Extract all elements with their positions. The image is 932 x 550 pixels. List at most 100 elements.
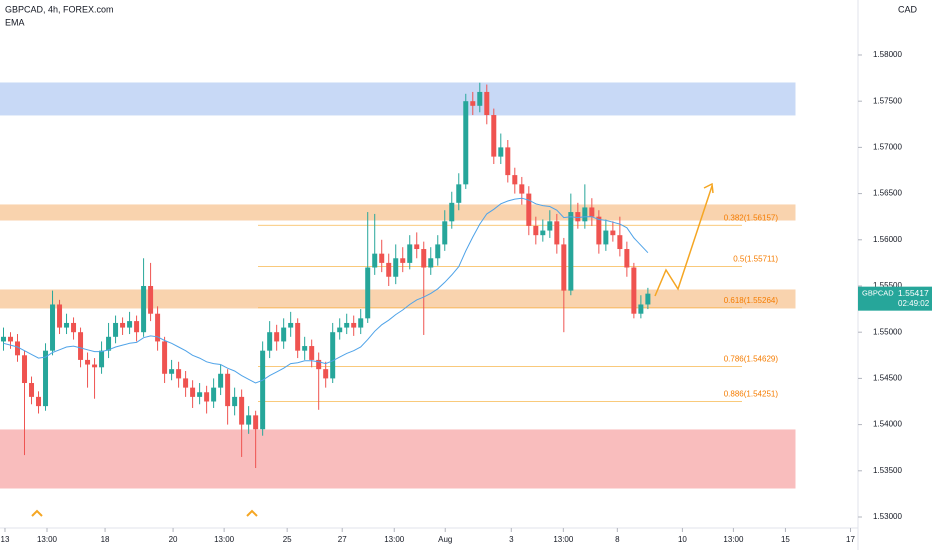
candle-body: [57, 304, 63, 328]
candle-body: [169, 369, 175, 374]
candle-body: [575, 212, 581, 222]
candle-body: [323, 369, 329, 379]
candle-body: [309, 346, 315, 360]
candle-body: [295, 322, 301, 351]
badge-symbol: GBPCAD: [862, 289, 894, 298]
x-tick-label: 15: [781, 535, 790, 544]
candle-body: [484, 91, 490, 116]
candle-body: [253, 415, 259, 430]
x-tick-label: 13:00: [384, 535, 405, 544]
x-tick-label: 13: [1, 535, 10, 544]
y-tick-label: 1.56500: [873, 189, 902, 198]
candle-body: [393, 258, 399, 277]
candle-body: [134, 321, 140, 333]
fib-label: 0.786(1.54629): [724, 355, 779, 364]
candle-body: [148, 285, 154, 314]
axis-title: CAD: [898, 4, 918, 14]
candle-body: [246, 415, 252, 425]
candle-body: [78, 332, 84, 360]
chevron-marker: [31, 509, 43, 517]
x-tick-label: 18: [101, 535, 110, 544]
candle-body: [288, 322, 294, 328]
y-tick-label: 1.53000: [873, 512, 902, 521]
candle-body: [372, 253, 378, 268]
candle-body: [638, 304, 644, 314]
candle-body: [274, 332, 280, 342]
x-tick-label: Aug: [438, 535, 452, 544]
x-tick-label: 10: [678, 535, 687, 544]
candle-body: [498, 147, 504, 157]
candle-body: [127, 321, 133, 328]
projection-arrow: [654, 185, 713, 297]
candle-body: [239, 396, 245, 425]
candle-body: [519, 184, 525, 194]
candle-body: [281, 327, 287, 342]
candle-body: [190, 387, 196, 397]
candle-body: [610, 230, 616, 236]
candle-body: [596, 216, 602, 245]
y-tick-label: 1.56000: [873, 235, 902, 244]
zone: [0, 289, 796, 309]
candle-body: [8, 336, 14, 342]
candle-body: [260, 350, 266, 430]
candle-body: [337, 327, 343, 333]
candle-body: [526, 193, 532, 226]
y-tick-label: 1.54500: [873, 374, 902, 383]
arrow-head: [703, 182, 714, 194]
x-tick-label: 17: [846, 535, 855, 544]
candle-body: [141, 285, 147, 333]
x-tick-label: 13:00: [37, 535, 58, 544]
x-tick-label: 13:00: [553, 535, 574, 544]
candle-body: [617, 235, 623, 250]
zone: [0, 82, 796, 116]
zone: [0, 204, 796, 221]
x-tick-label: 13:00: [214, 535, 235, 544]
y-tick-label: 1.53500: [873, 466, 902, 475]
candle-body: [344, 322, 350, 328]
y-tick-label: 1.57000: [873, 142, 902, 151]
candle-body: [36, 396, 42, 407]
candle-body: [29, 383, 35, 397]
x-tick-label: 8: [615, 535, 620, 544]
candle-body: [267, 332, 273, 351]
candle-body: [449, 202, 455, 222]
candle-body: [470, 101, 476, 106]
candle-body: [183, 378, 189, 388]
badge-countdown: 02:49:02: [898, 299, 930, 308]
candle-body: [442, 221, 448, 245]
x-tick-label: 25: [283, 535, 292, 544]
x-tick-label: 3: [509, 535, 514, 544]
candle-body: [92, 364, 98, 368]
candle-body: [582, 207, 588, 222]
indicator-label: EMA: [5, 17, 25, 27]
candle-body: [225, 373, 231, 407]
candle-body: [379, 253, 385, 263]
y-tick-label: 1.55000: [873, 327, 902, 336]
fib-label: 0.382(1.56157): [724, 213, 779, 222]
y-tick-label: 1.58000: [873, 50, 902, 59]
candle-body: [400, 258, 406, 263]
candle-body: [428, 258, 434, 268]
candle-body: [351, 322, 357, 328]
candle-body: [197, 392, 203, 397]
candle-body: [162, 341, 168, 374]
candle-body: [561, 244, 567, 291]
candle-body: [547, 221, 553, 231]
candle-body: [113, 322, 119, 337]
y-tick-label: 1.55500: [873, 281, 902, 290]
fib-label: 0.5(1.55711): [733, 255, 778, 264]
candle-body: [407, 244, 413, 263]
chart-title: GBPCAD, 4h, FOREX.com: [5, 4, 114, 14]
badge-price: 1.55417: [898, 288, 929, 298]
x-tick-label: 20: [169, 535, 178, 544]
candle-body: [491, 115, 497, 157]
candle-body: [414, 244, 420, 250]
candle-body: [64, 322, 70, 328]
candle-body: [232, 396, 238, 407]
candle-body: [386, 262, 392, 277]
candle-body: [603, 230, 609, 245]
candle-body: [302, 346, 308, 351]
fib-label: 0.618(1.55264): [724, 296, 779, 305]
candle-body: [645, 293, 651, 305]
